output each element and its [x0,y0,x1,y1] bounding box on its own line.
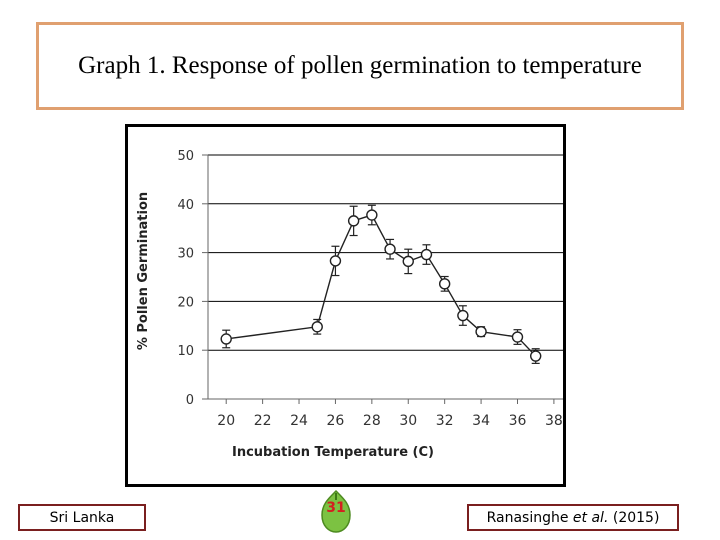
data-point [420,248,433,261]
page-badge: 31 [319,488,353,534]
x-tick-label: 36 [509,413,527,429]
y-tick-label: 50 [177,149,194,164]
data-point [475,325,487,338]
data-point [366,209,378,221]
x-tick-label: 32 [436,413,454,429]
data-point [457,309,469,322]
x-tick-label: 20 [217,413,235,429]
x-tick-label: 38 [545,413,563,429]
series-line [226,214,537,357]
y-tick-label: 20 [177,295,194,310]
data-point [529,350,542,362]
leaf-icon [321,489,351,533]
country-label: Sri Lanka [18,504,146,531]
y-tick-label: 30 [177,247,194,262]
x-tick-label: 24 [290,413,308,429]
page-number: 31 [326,500,346,516]
data-point [220,333,232,345]
data-point [329,255,342,267]
data-point [402,255,414,268]
data-point [511,331,524,343]
x-tick-label: 34 [472,413,490,429]
chart-frame: 0 10 20 30 40 50 20 22 24 26 28 30 32 34 36 38 Incubatio… [125,124,566,487]
data-point [438,278,451,290]
citation-etal: et al. [572,509,609,526]
y-tick-label: 10 [177,344,194,359]
citation-authors: Ranasinghe [486,509,569,526]
x-tick-label: 22 [254,413,272,429]
data-point [384,243,396,255]
data-point [311,321,323,333]
citation-year: (2015) [612,509,660,526]
slide-title: Graph 1. Response of pollen germination … [78,52,642,79]
germination-chart: 0 10 20 30 40 50 20 22 24 26 28 30 32 34 36 38 Incubatio… [136,149,563,460]
title-box: Graph 1. Response of pollen germination … [36,22,684,110]
y-axis-title: % Pollen Germination [136,192,151,350]
citation-label: Ranasinghe et al. (2015) [467,504,679,531]
y-tick-label: 0 [186,393,194,408]
x-tick-label: 26 [327,413,345,429]
x-axis-title: Incubation Temperature (C) [232,445,434,460]
x-tick-label: 30 [399,413,417,429]
y-tick-label: 40 [177,198,194,213]
x-tick-label: 28 [363,413,381,429]
data-point [347,215,360,227]
